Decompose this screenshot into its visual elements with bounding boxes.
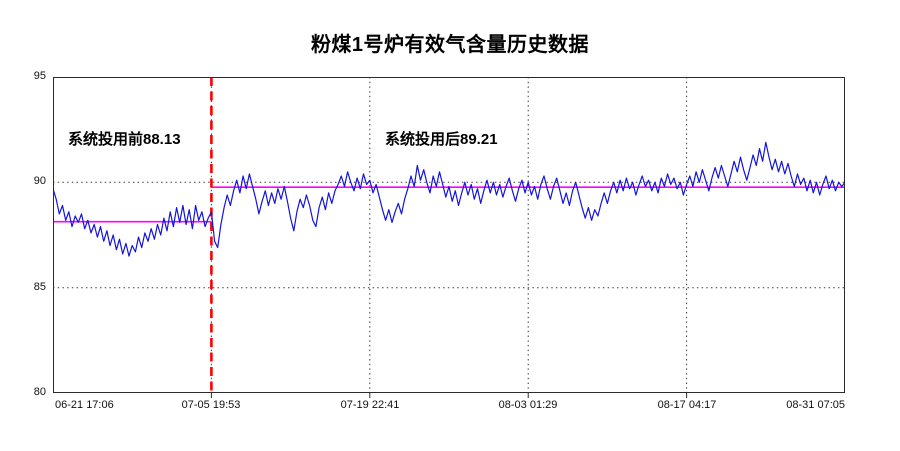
y-tick-label-85: 85 (33, 281, 46, 293)
x-tick-label-3: 07-19 22:41 (340, 399, 400, 411)
x-tick-label-2: 07-05 19:53 (181, 399, 241, 411)
gridlines (53, 77, 845, 393)
annotation-before-mean: 系统投用前88.13 (68, 131, 181, 148)
x-tick-label-1: 06-21 17:06 (55, 399, 114, 411)
plot-area (53, 77, 845, 398)
x-tick-label-4: 08-03 01:29 (498, 399, 558, 411)
y-tick-label-90: 90 (33, 175, 46, 187)
x-tick-label-5: 08-17 04:17 (657, 399, 717, 411)
y-tick-label-80: 80 (33, 386, 46, 398)
x-tick-label-6: 08-31 07:05 (786, 399, 845, 411)
chart-title: 粉煤1号炉有效气含量历史数据 (310, 34, 590, 56)
plot-border (53, 77, 845, 393)
series-line (53, 141, 845, 257)
annotation-after-mean: 系统投用后89.21 (385, 131, 498, 148)
y-tick-label-95: 95 (33, 70, 46, 82)
